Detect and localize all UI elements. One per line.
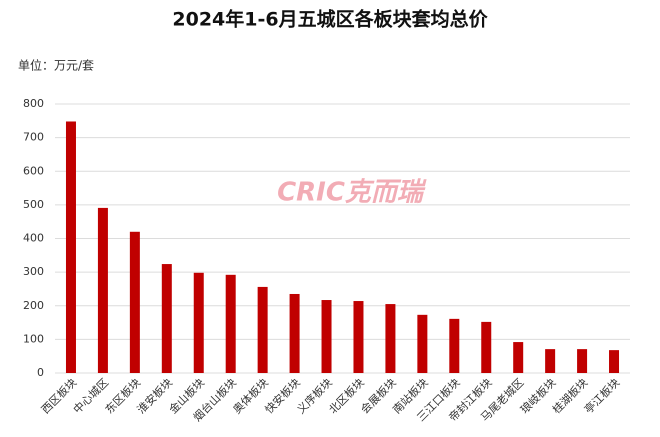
unit-label: 单位：万元/套 <box>18 58 94 73</box>
bar <box>417 314 428 373</box>
bar <box>513 342 524 373</box>
x-tick-label: 亭江板块 <box>581 375 622 416</box>
bar <box>97 207 108 373</box>
y-tick-label: 800 <box>23 97 44 110</box>
bar <box>161 264 172 373</box>
bar <box>353 301 364 373</box>
bar <box>481 321 492 373</box>
y-tick-label: 700 <box>23 131 44 144</box>
bar <box>609 350 620 373</box>
bar <box>385 304 396 373</box>
y-tick-label: 100 <box>23 332 44 345</box>
bar <box>257 286 268 373</box>
bar <box>129 231 140 373</box>
chart-title: 2024年1-6月五城区各板块套均总价 <box>172 8 488 31</box>
watermark: CRIC克而瑞 <box>277 178 427 208</box>
bar <box>65 121 76 373</box>
bar <box>289 293 300 373</box>
y-tick-label: 0 <box>37 366 44 379</box>
y-tick-label: 300 <box>23 265 44 278</box>
bar <box>225 274 236 373</box>
y-tick-label: 400 <box>23 232 44 245</box>
y-tick-label: 200 <box>23 299 44 312</box>
bar <box>193 272 204 373</box>
bar <box>545 349 556 373</box>
bar <box>449 318 460 373</box>
bar <box>577 349 588 373</box>
y-tick-label: 600 <box>23 164 44 177</box>
y-tick-label: 500 <box>23 198 44 211</box>
bar <box>321 300 332 373</box>
